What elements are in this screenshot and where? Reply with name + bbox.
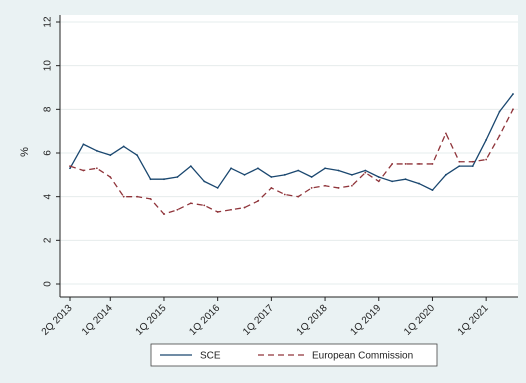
data-point	[310, 187, 313, 189]
data-point	[458, 160, 461, 163]
data-point	[377, 180, 380, 183]
data-point	[431, 163, 434, 165]
data-point	[444, 132, 447, 135]
data-point	[364, 171, 367, 174]
data-point	[69, 167, 71, 170]
data-point	[203, 204, 206, 207]
data-point	[324, 167, 326, 170]
data-point	[337, 169, 340, 172]
data-point	[136, 154, 139, 157]
legend: SCE European Commission	[150, 343, 438, 367]
data-point	[270, 187, 273, 189]
data-point	[203, 180, 206, 183]
data-point	[391, 180, 394, 183]
data-point	[109, 176, 112, 178]
data-point	[310, 176, 313, 178]
series-group	[69, 93, 514, 216]
data-point	[122, 145, 125, 148]
data-point	[69, 165, 71, 168]
data-point	[82, 143, 85, 146]
data-point	[471, 165, 474, 168]
data-point	[431, 189, 434, 192]
data-point	[471, 160, 474, 163]
data-point	[458, 165, 461, 168]
data-point	[176, 176, 179, 178]
data-point	[485, 158, 488, 161]
data-point	[498, 110, 501, 113]
series-0	[69, 93, 514, 192]
series-line	[69, 93, 514, 191]
data-point	[257, 200, 259, 202]
data-point	[418, 182, 420, 185]
data-point	[377, 176, 380, 178]
data-point	[95, 167, 98, 170]
y-tick-label: 6	[43, 150, 54, 156]
data-point	[82, 169, 85, 172]
data-point	[498, 134, 501, 137]
plot-area	[60, 15, 518, 297]
data-point	[95, 149, 98, 152]
data-point	[216, 187, 219, 189]
data-point	[230, 167, 232, 170]
data-point	[176, 208, 179, 211]
data-point	[485, 139, 488, 141]
data-point	[391, 163, 394, 165]
data-point	[512, 93, 514, 95]
data-point	[404, 163, 407, 165]
data-point	[404, 178, 407, 181]
data-point	[270, 176, 273, 178]
y-tick-label: 12	[43, 16, 54, 28]
data-point	[163, 178, 165, 181]
data-point	[337, 187, 340, 189]
y-tick-label: 8	[43, 106, 54, 112]
data-point	[149, 178, 152, 181]
data-point	[257, 167, 259, 170]
y-axis: 0 2 4 6 8 10 12	[43, 15, 61, 297]
legend-label: European Commission	[312, 351, 413, 362]
data-point	[243, 173, 246, 176]
data-point	[230, 208, 232, 211]
data-point	[351, 184, 353, 187]
data-point	[364, 169, 367, 172]
data-point	[283, 193, 286, 196]
data-point	[418, 163, 420, 165]
y-tick-label: 0	[43, 281, 54, 287]
data-point	[444, 173, 447, 176]
series-1	[69, 108, 514, 216]
data-point	[297, 169, 300, 172]
data-point	[297, 195, 300, 198]
data-point	[351, 173, 353, 176]
y-tick-label: 4	[43, 193, 54, 199]
data-point	[189, 202, 192, 205]
y-tick-label: 10	[43, 60, 54, 72]
data-point	[136, 195, 139, 198]
y-tick-label: 2	[43, 237, 54, 243]
data-point	[216, 211, 219, 213]
y-axis-title: %	[19, 147, 31, 157]
data-point	[109, 154, 112, 157]
series-line	[69, 109, 514, 215]
data-point	[163, 213, 165, 216]
data-point	[149, 197, 152, 200]
legend-label: SCE	[200, 351, 221, 362]
data-point	[243, 206, 246, 209]
data-point	[122, 195, 125, 198]
data-point	[324, 184, 326, 187]
data-point	[189, 165, 192, 168]
data-point	[283, 173, 286, 176]
data-point	[512, 108, 514, 111]
